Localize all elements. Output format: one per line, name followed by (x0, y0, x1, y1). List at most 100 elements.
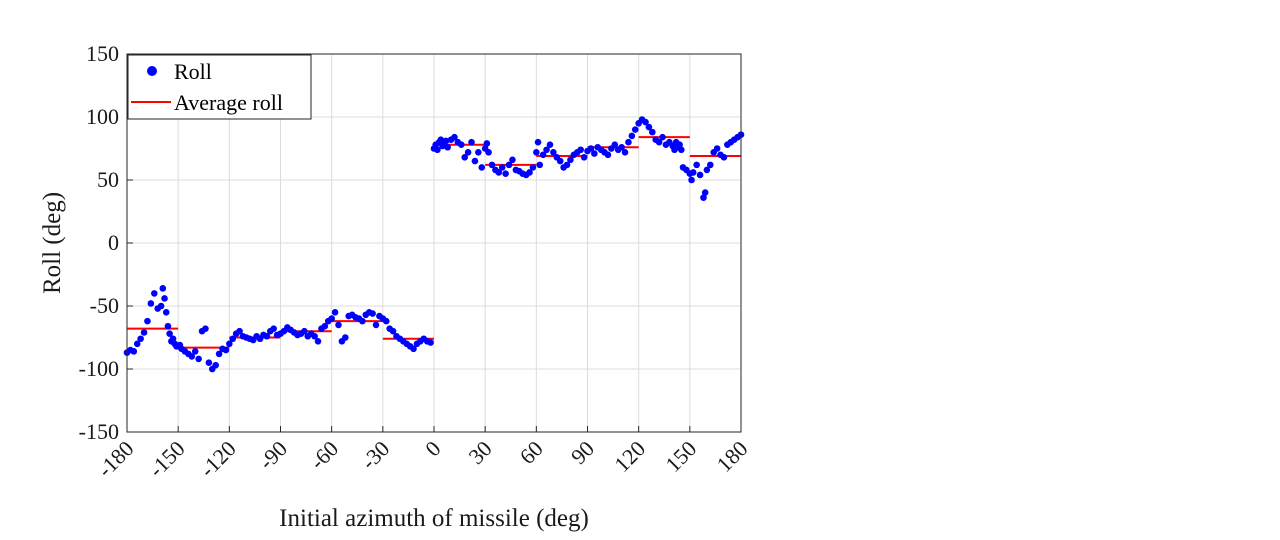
roll-point (509, 156, 516, 164)
roll-point (534, 138, 542, 146)
roll-point (382, 317, 390, 325)
roll-point (226, 340, 233, 348)
roll-point (444, 143, 451, 151)
roll-point (495, 169, 503, 176)
roll-point (229, 335, 237, 343)
legend-average-label: Average roll (174, 90, 283, 115)
roll-point (604, 151, 612, 159)
roll-point (707, 161, 714, 169)
roll-point (529, 164, 537, 171)
roll-point (389, 327, 397, 335)
legend-box (127, 54, 312, 120)
roll-point (164, 322, 172, 330)
roll-point (556, 157, 564, 165)
roll-point (618, 143, 625, 151)
y-tick-label: -150 (79, 419, 119, 444)
roll-point (546, 141, 554, 149)
roll-point (471, 157, 479, 165)
roll-point (563, 161, 571, 169)
roll-point (169, 335, 177, 343)
roll-point (536, 161, 544, 169)
roll-point (342, 334, 349, 341)
roll-point (147, 300, 155, 307)
roll-point (434, 146, 441, 154)
roll-point (311, 332, 318, 340)
roll-point (159, 285, 167, 292)
roll-point (359, 317, 366, 325)
roll-point (475, 148, 482, 156)
roll-point (543, 146, 550, 154)
roll-point (464, 148, 472, 156)
roll-point (205, 359, 213, 367)
roll-point (642, 118, 649, 126)
roll-point (483, 140, 491, 147)
roll-point (628, 132, 636, 140)
roll-point (461, 154, 469, 161)
roll-point (215, 350, 223, 358)
roll-point (580, 154, 588, 161)
roll-point (696, 171, 704, 179)
y-tick-label: -50 (90, 293, 119, 318)
legend: Roll Average roll (127, 54, 312, 120)
roll-point (505, 161, 513, 169)
roll-point (314, 337, 322, 345)
roll-points (123, 116, 745, 373)
y-axis-title: Roll (deg) (39, 192, 66, 294)
roll-point (369, 310, 376, 317)
roll-point (587, 145, 595, 152)
roll-point (144, 317, 151, 325)
roll-point (550, 148, 557, 156)
roll-point (150, 290, 158, 297)
roll-point (539, 151, 547, 159)
roll-point (533, 148, 540, 156)
roll-point (270, 325, 277, 332)
roll-point (478, 164, 486, 171)
roll-point (188, 353, 196, 360)
roll-point (212, 361, 219, 369)
roll-point (625, 138, 632, 146)
roll-point (202, 325, 209, 332)
roll-point (372, 321, 380, 329)
y-tick-label: 0 (108, 230, 119, 255)
roll-point (526, 169, 533, 176)
roll-point (427, 339, 434, 346)
roll-point (700, 194, 707, 201)
roll-point (166, 330, 173, 338)
roll-point (621, 148, 629, 156)
legend-roll-marker (147, 66, 157, 76)
x-axis-title: Initial azimuth of missile (deg) (279, 505, 589, 532)
roll-point (130, 348, 138, 355)
roll-point (631, 126, 639, 133)
roll-point (502, 170, 509, 177)
roll-point (442, 137, 450, 145)
roll-point (655, 138, 663, 146)
roll-point (649, 128, 656, 136)
roll-point (659, 133, 666, 141)
roll-point (301, 327, 308, 335)
roll-point (676, 141, 683, 149)
y-axis-ticks: -150 -100 -50 0 50 100 150 (79, 41, 133, 444)
roll-point (701, 189, 709, 196)
roll-point (328, 315, 335, 322)
legend-roll-label: Roll (174, 59, 212, 84)
roll-point (222, 346, 230, 354)
roll-point (263, 332, 271, 340)
roll-point (457, 141, 465, 149)
roll-point (720, 154, 728, 161)
roll-point (451, 133, 458, 141)
roll-point (331, 309, 339, 316)
roll-point (693, 161, 700, 169)
roll-point (335, 321, 342, 329)
roll-point (567, 156, 574, 164)
y-tick-label: 100 (86, 104, 119, 129)
roll-point (689, 169, 697, 176)
roll-point (678, 146, 685, 154)
roll-point (162, 309, 170, 316)
roll-point (488, 161, 496, 169)
roll-point (591, 150, 598, 157)
roll-point (236, 327, 243, 335)
roll-point (577, 146, 584, 154)
roll-point (195, 355, 202, 363)
roll-point (410, 345, 417, 353)
roll-point (703, 166, 711, 174)
